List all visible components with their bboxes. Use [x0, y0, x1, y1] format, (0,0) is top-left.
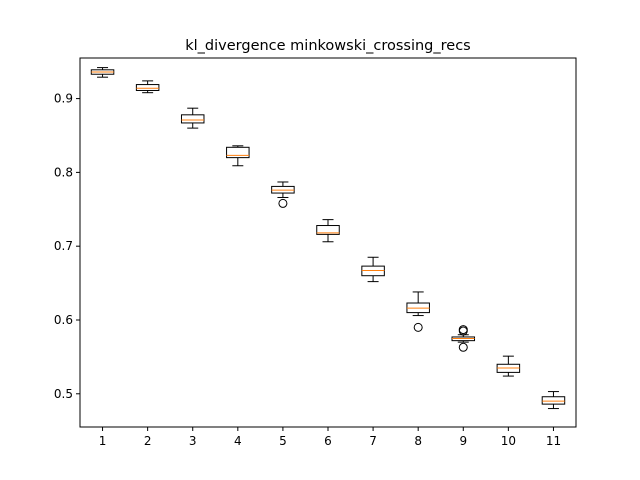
outlier-point [458, 325, 468, 335]
x-tick-label: 5 [279, 434, 287, 448]
outlier-point [413, 322, 423, 332]
box-iqr [135, 84, 160, 91]
x-tick-label: 10 [501, 434, 516, 448]
outlier-point [458, 342, 468, 352]
box-group-1 [90, 67, 115, 78]
box-iqr [226, 146, 250, 159]
x-tick-label: 7 [369, 434, 377, 448]
y-tick-label: 0.9 [54, 92, 73, 106]
outlier-point [278, 198, 288, 208]
box-iqr [316, 225, 340, 235]
axes: 0.5 0.6 0.7 0.8 0.9 1 2 3 4 5 6 7 8 9 10 11 [54, 57, 577, 448]
y-tick-label: 0.7 [54, 239, 73, 253]
box-group-8 [406, 291, 430, 332]
y-tick-label: 0.6 [54, 313, 73, 327]
x-tick-label: 8 [414, 434, 422, 448]
plot-area [90, 67, 566, 410]
box-group-9 [451, 325, 476, 352]
box-group-6 [316, 219, 340, 243]
box-group-7 [361, 256, 385, 283]
x-tick-label: 6 [324, 434, 332, 448]
box-group-2 [135, 80, 160, 94]
chart-title: kl_divergence minkowski_crossing_recs [185, 38, 470, 54]
y-tick-label: 0.8 [54, 165, 73, 179]
box-group-11 [541, 391, 566, 410]
x-tick-label: 2 [144, 434, 152, 448]
x-tick-label: 4 [234, 434, 242, 448]
box-iqr [180, 114, 205, 124]
x-tick-label: 1 [99, 434, 107, 448]
box-group-10 [496, 355, 521, 377]
box-group-5 [271, 181, 295, 208]
box-iqr [541, 396, 566, 405]
y-tick-label: 0.5 [54, 387, 73, 401]
box-group-4 [226, 145, 250, 167]
x-tick-label: 3 [189, 434, 197, 448]
x-tick-label: 11 [546, 434, 561, 448]
box-group-3 [180, 107, 205, 129]
x-tick-label: 9 [459, 434, 467, 448]
